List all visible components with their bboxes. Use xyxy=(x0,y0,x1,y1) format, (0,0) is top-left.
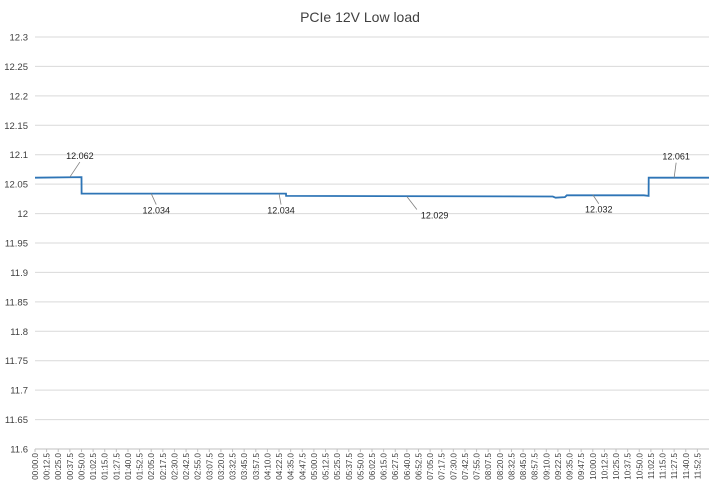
y-tick-label: 11.65 xyxy=(5,415,28,426)
x-tick-label: 01:52.5 xyxy=(136,452,145,479)
x-tick-label: 02:30.0 xyxy=(170,452,179,479)
x-tick-label: 09:22.5 xyxy=(554,452,563,479)
y-tick-label: 12.05 xyxy=(4,180,28,191)
x-tick-label: 01:02.5 xyxy=(89,452,98,479)
x-tick-label: 06:02.5 xyxy=(368,452,377,479)
x-tick-label: 06:52.5 xyxy=(414,452,423,479)
data-annotations: 12.062 12.034 12.034 12.029 12.032 12.061 xyxy=(66,151,690,220)
data-label: 12.034 xyxy=(267,206,295,216)
x-tick-label: 05:12.5 xyxy=(322,452,331,479)
x-tick-label: 09:47.5 xyxy=(577,452,586,479)
x-tick-label: 02:05.0 xyxy=(147,452,156,479)
data-label: 12.061 xyxy=(662,152,690,162)
x-tick-label: 03:32.5 xyxy=(229,452,238,479)
x-tick-label: 05:37.5 xyxy=(345,452,354,479)
y-tick-label: 12.1 xyxy=(10,150,29,161)
annotation-leader xyxy=(406,196,418,210)
series-line xyxy=(34,176,709,199)
chart-title: PCIe 12V Low load xyxy=(300,9,420,25)
x-tick-label: 03:57.5 xyxy=(252,452,261,479)
x-tick-label: 07:17.5 xyxy=(438,452,447,479)
y-tick-label: 12 xyxy=(17,209,28,220)
x-tick-label: 10:12.5 xyxy=(600,452,609,479)
x-tick-label: 10:25.0 xyxy=(612,452,621,479)
x-tick-label: 11:40.0 xyxy=(682,452,691,479)
x-tick-label: 11:02.5 xyxy=(647,452,656,479)
x-tick-label: 09:10.0 xyxy=(542,452,551,479)
x-axis-ticks: 00:00.0 00:12.5 00:25.0 00:37.5 00:50.0 01:02… xyxy=(31,449,702,480)
x-tick-label: 05:00.0 xyxy=(310,452,319,479)
data-label: 12.032 xyxy=(585,205,613,215)
y-tick-label: 12.25 xyxy=(4,62,28,73)
x-tick-label: 02:42.5 xyxy=(182,452,191,479)
x-tick-label: 07:55.0 xyxy=(473,452,482,479)
x-tick-label: 07:30.0 xyxy=(449,452,458,479)
data-label: 12.034 xyxy=(142,206,170,216)
x-tick-label: 06:40.0 xyxy=(403,452,412,479)
y-tick-label: 11.95 xyxy=(5,239,28,250)
y-tick-label: 12.2 xyxy=(10,91,29,102)
x-tick-label: 00:37.5 xyxy=(66,452,75,479)
y-tick-label: 11.6 xyxy=(10,445,28,456)
x-tick-label: 11:15.0 xyxy=(659,452,668,479)
y-tick-label: 11.8 xyxy=(10,327,28,338)
x-tick-label: 01:27.5 xyxy=(112,452,121,479)
y-tick-label: 11.9 xyxy=(10,268,28,279)
x-tick-label: 06:15.0 xyxy=(380,452,389,479)
y-tick-label: 12.3 xyxy=(10,33,29,44)
x-tick-label: 07:42.5 xyxy=(461,452,470,479)
x-tick-label: 04:47.5 xyxy=(298,452,307,479)
x-tick-label: 08:45.0 xyxy=(519,452,528,479)
x-tick-label: 08:07.5 xyxy=(484,452,493,479)
x-tick-label: 02:17.5 xyxy=(159,452,168,479)
y-axis-ticks: 11.6 11.65 11.7 11.75 11.8 11.85 11.9 11.95 12 12… xyxy=(4,33,28,456)
series-layer xyxy=(34,176,709,199)
data-label: 12.062 xyxy=(66,151,94,161)
y-tick-label: 12.15 xyxy=(4,121,28,132)
data-label: 12.029 xyxy=(421,211,449,221)
x-tick-label: 00:25.0 xyxy=(54,452,63,479)
x-tick-label: 03:45.0 xyxy=(240,452,249,479)
x-tick-label: 11:52.5 xyxy=(693,452,702,479)
x-tick-label: 00:00.0 xyxy=(31,452,40,479)
x-tick-label: 02:55.0 xyxy=(194,452,203,479)
y-tick-label: 11.75 xyxy=(5,356,28,367)
annotation-leader xyxy=(150,193,157,205)
x-tick-label: 05:50.0 xyxy=(356,452,365,479)
x-tick-label: 04:35.0 xyxy=(287,452,296,479)
x-tick-label: 01:40.0 xyxy=(124,452,133,479)
x-tick-label: 06:27.5 xyxy=(391,452,400,479)
x-tick-label: 08:57.5 xyxy=(531,452,540,479)
annotation-leader xyxy=(69,161,81,178)
x-tick-label: 05:25.0 xyxy=(333,452,342,479)
annotation-leader xyxy=(592,194,600,204)
x-tick-label: 09:35.0 xyxy=(566,452,575,479)
x-tick-label: 08:20.0 xyxy=(496,452,505,479)
x-tick-label: 10:00.0 xyxy=(589,452,598,479)
x-tick-label: 04:22.5 xyxy=(275,452,284,479)
x-tick-label: 11:27.5 xyxy=(670,452,679,479)
x-tick-label: 07:05.0 xyxy=(426,452,435,479)
annotation-leader xyxy=(278,193,282,205)
x-tick-label: 08:32.5 xyxy=(507,452,516,479)
x-tick-label: 01:15.0 xyxy=(101,452,110,479)
x-tick-label: 03:20.0 xyxy=(217,452,226,479)
y-tick-label: 11.7 xyxy=(10,386,28,397)
x-tick-label: 03:07.5 xyxy=(205,452,214,479)
x-tick-label: 00:12.5 xyxy=(43,452,52,479)
gridlines xyxy=(35,36,709,450)
x-tick-label: 00:50.0 xyxy=(77,452,86,479)
x-tick-label: 10:50.0 xyxy=(635,452,644,479)
y-tick-label: 11.85 xyxy=(5,297,28,308)
x-tick-label: 04:10.0 xyxy=(263,452,272,479)
x-tick-label: 10:37.5 xyxy=(624,452,633,479)
annotation-leader xyxy=(673,162,677,178)
